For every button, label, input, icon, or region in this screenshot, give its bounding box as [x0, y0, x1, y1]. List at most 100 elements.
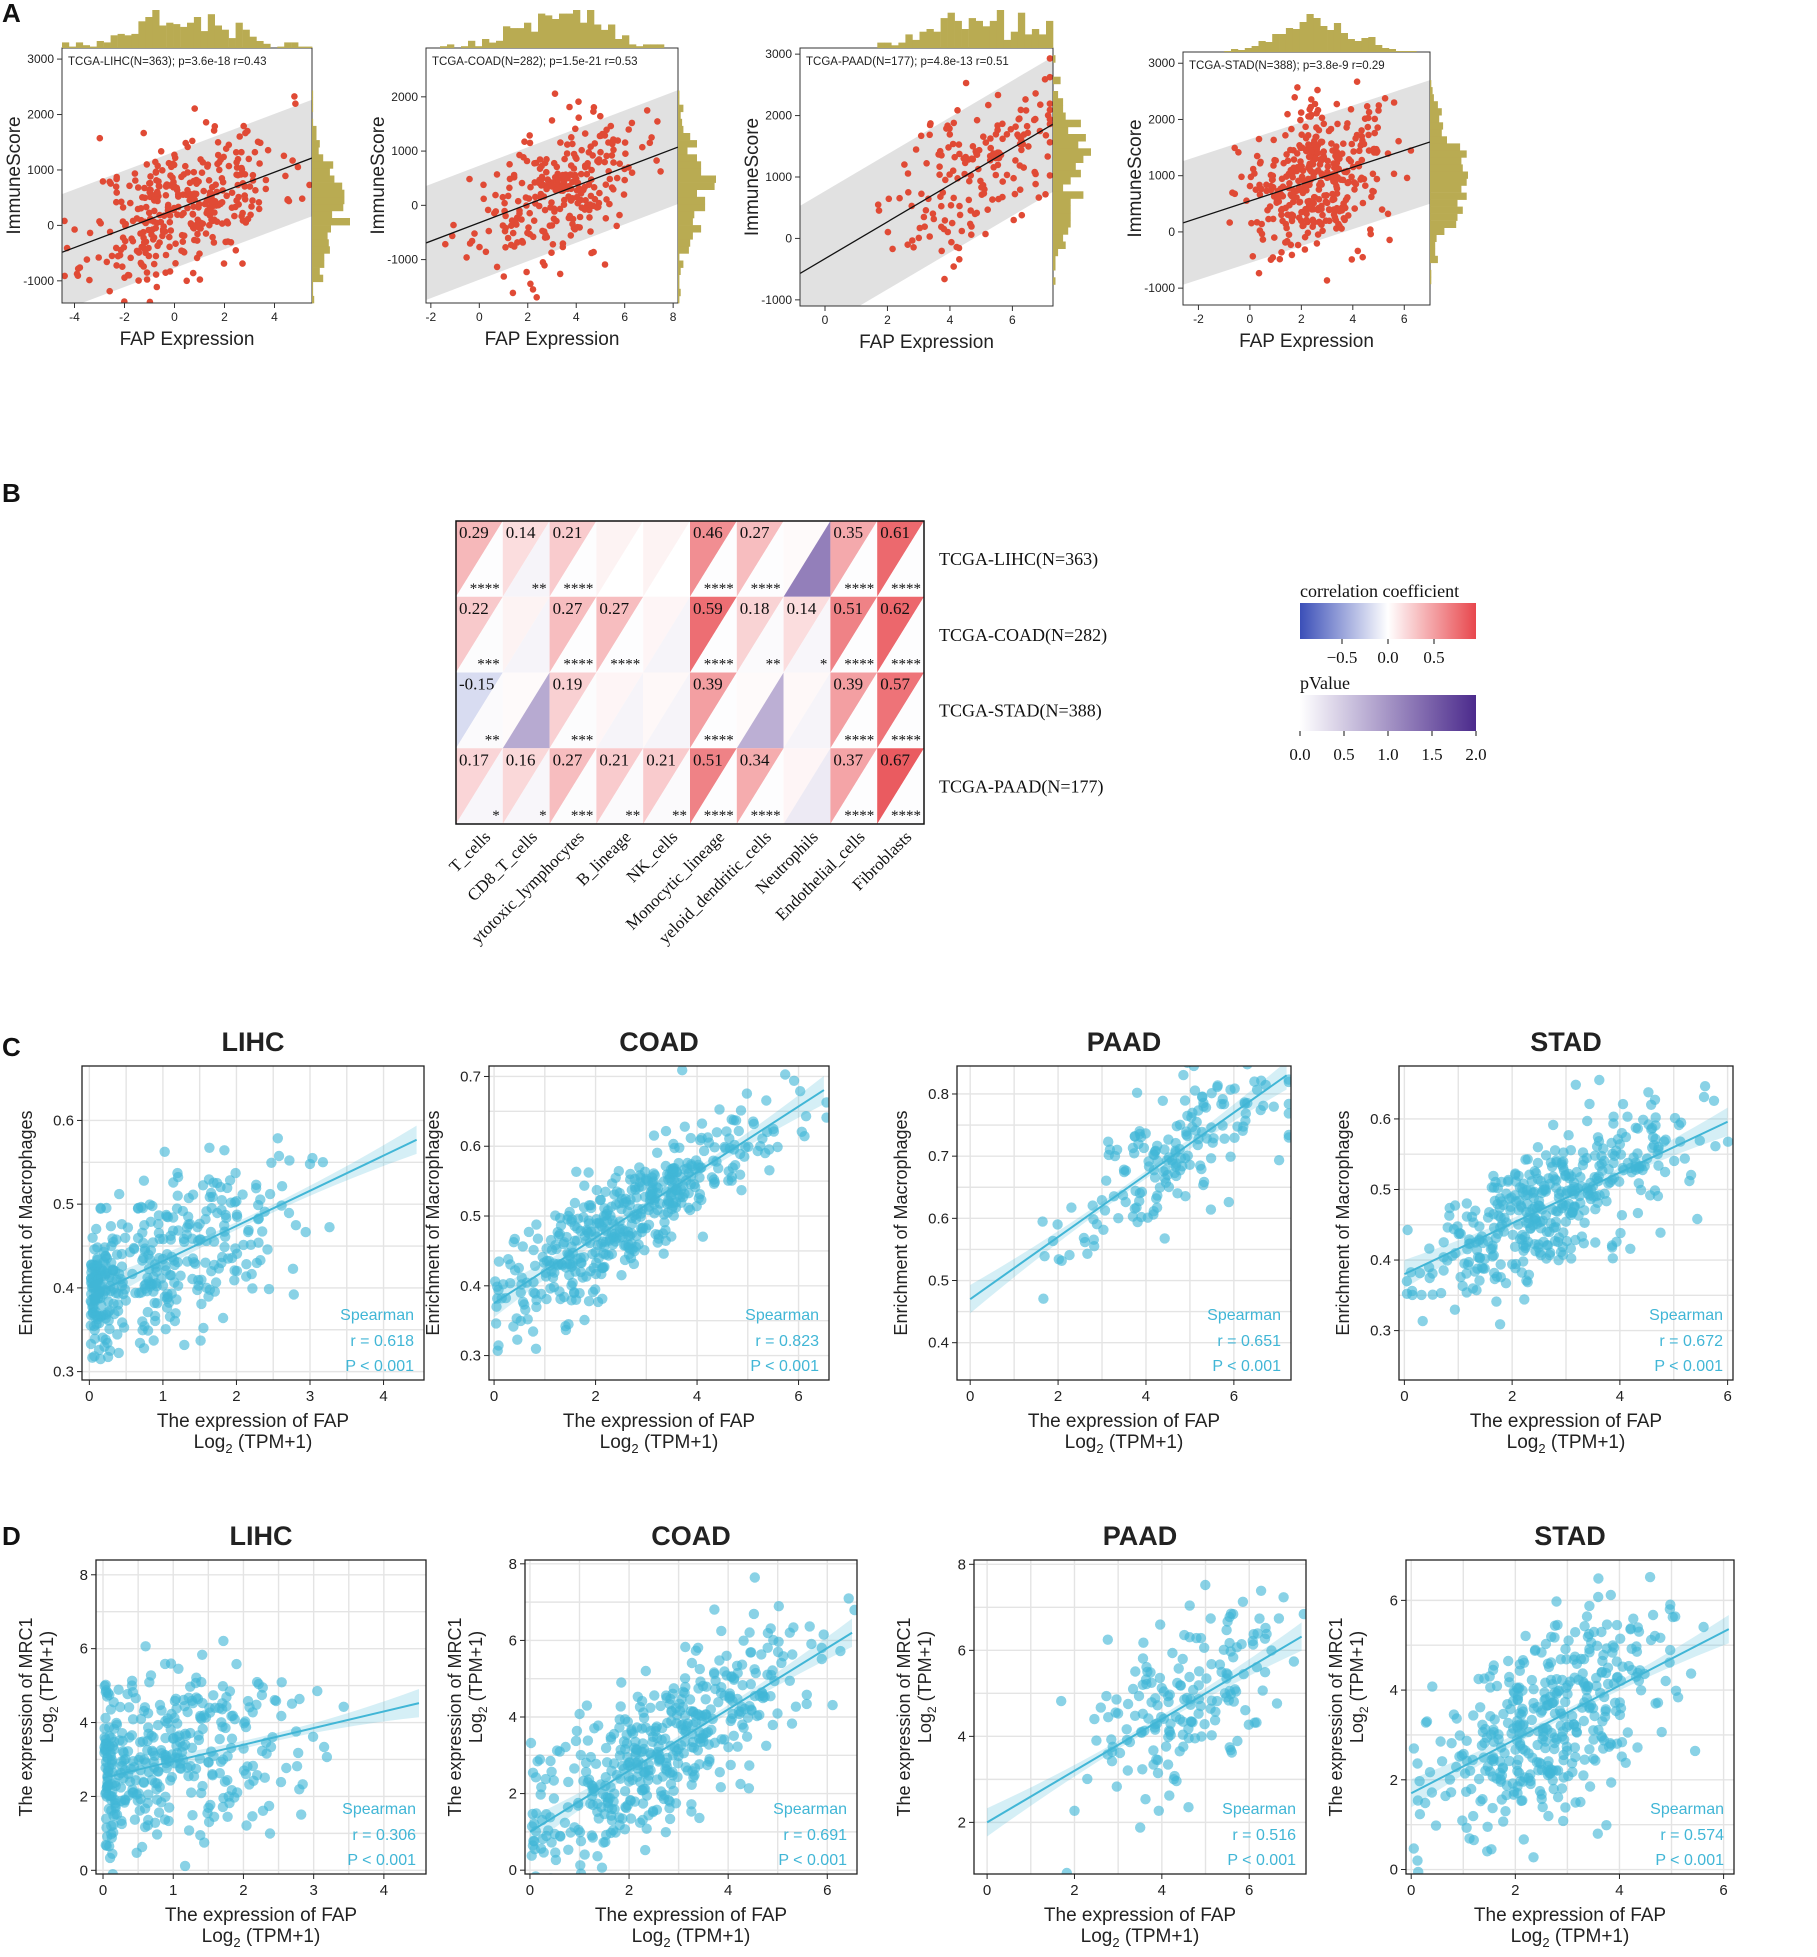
- data-point: [518, 179, 526, 187]
- data-point: [929, 210, 937, 217]
- x-tick-label: 3: [306, 1388, 314, 1405]
- y-axis-label: Enrichment of Macrophages: [891, 1110, 911, 1335]
- data-point: [1560, 1802, 1571, 1813]
- histogram-bar-x: [1010, 31, 1019, 48]
- data-point: [1408, 1743, 1420, 1754]
- data-point: [172, 240, 179, 247]
- data-point: [1295, 177, 1302, 185]
- data-point: [1249, 1076, 1260, 1087]
- data-point: [686, 1657, 698, 1669]
- data-point: [1320, 148, 1327, 155]
- data-point: [172, 1171, 184, 1183]
- data-point: [680, 1641, 691, 1653]
- data-point: [173, 1663, 184, 1675]
- correlation-value: 0.46: [693, 523, 723, 542]
- data-point: [191, 105, 198, 112]
- histogram-bar-x: [503, 26, 511, 48]
- histogram-bar-x: [573, 10, 581, 48]
- data-point: [1407, 1289, 1418, 1301]
- data-point: [540, 1773, 551, 1785]
- data-point: [199, 220, 207, 227]
- significance-stars: *: [492, 808, 500, 824]
- significance-stars: ****: [704, 657, 734, 673]
- histogram-bar-x: [228, 38, 236, 48]
- data-point: [662, 1717, 673, 1729]
- data-point: [1365, 147, 1373, 154]
- y-tick-label: 8: [509, 1556, 517, 1573]
- data-point: [169, 182, 176, 190]
- data-point: [1446, 1738, 1457, 1749]
- data-point: [253, 1237, 264, 1248]
- heatmap-cell-pvalue: [643, 672, 690, 749]
- data-point: [1584, 1098, 1595, 1110]
- data-point: [1264, 206, 1271, 214]
- data-point: [1710, 1141, 1721, 1152]
- data-point: [530, 1772, 542, 1783]
- data-point: [1231, 144, 1238, 152]
- heatmap-cell-pvalue: [736, 672, 784, 749]
- histogram-bar-y: [678, 281, 680, 290]
- histogram-bar-x: [657, 44, 665, 48]
- data-point: [528, 1244, 539, 1256]
- data-point: [613, 1165, 624, 1177]
- data-point: [569, 1763, 580, 1774]
- data-point: [154, 242, 161, 250]
- data-point: [1646, 1099, 1657, 1111]
- data-point: [509, 1233, 520, 1245]
- significance-stars: ****: [891, 657, 921, 673]
- data-point: [546, 1766, 557, 1778]
- correlation-value: 0.27: [599, 599, 629, 618]
- units-log: Log: [466, 1713, 486, 1743]
- stat-p-value: P < 0.001: [347, 1852, 416, 1869]
- data-point: [537, 190, 545, 198]
- histogram-bar-y: [312, 168, 330, 176]
- stat-r-value: r = 0.651: [1217, 1333, 1281, 1350]
- data-point: [1722, 1136, 1733, 1147]
- data-point: [965, 196, 973, 204]
- data-point: [728, 1730, 739, 1742]
- data-point: [154, 189, 161, 197]
- data-point: [227, 1710, 239, 1721]
- data-point: [1293, 150, 1301, 157]
- heatmap-cell-pvalue: [690, 748, 737, 824]
- data-point: [198, 169, 206, 176]
- data-point: [559, 240, 567, 247]
- histogram-bar-x: [1409, 51, 1417, 52]
- data-point: [1197, 1091, 1208, 1102]
- data-point: [620, 1193, 631, 1205]
- data-point: [134, 1337, 146, 1349]
- data-point: [100, 1250, 111, 1262]
- data-point: [980, 133, 987, 140]
- data-point: [1424, 1767, 1436, 1778]
- data-point: [234, 155, 242, 163]
- data-point: [1390, 170, 1398, 178]
- histogram-bar-y: [312, 281, 314, 290]
- heatmap-cell-pvalue: [502, 748, 550, 824]
- data-point: [212, 181, 219, 188]
- heatmap-cell-pvalue: [877, 596, 924, 673]
- y-axis-label-units: Log2 (TPM+1): [466, 1631, 490, 1743]
- data-point: [1042, 191, 1049, 198]
- data-point: [520, 154, 527, 161]
- data-point: [521, 138, 528, 145]
- data-point: [545, 1755, 556, 1767]
- data-point: [539, 1876, 549, 1886]
- data-point: [155, 178, 162, 185]
- data-point: [806, 1638, 817, 1650]
- y-tick-label: 4: [958, 1728, 966, 1745]
- data-point: [968, 231, 975, 238]
- histogram-bar-y: [312, 225, 331, 233]
- heatmap-cell-pvalue: [877, 748, 924, 824]
- data-point: [955, 244, 963, 252]
- histogram-bar-x: [898, 42, 906, 48]
- heatmap-cell-correlation: [690, 521, 737, 597]
- data-point: [1290, 191, 1297, 198]
- legend-p-tick: 2.0: [1465, 745, 1486, 764]
- data-point: [1370, 149, 1378, 156]
- data-point: [1095, 1702, 1107, 1713]
- data-point: [1046, 172, 1053, 179]
- histogram-bar-y: [1053, 227, 1069, 235]
- data-point: [255, 1194, 266, 1205]
- data-point: [1056, 1255, 1067, 1267]
- data-point: [257, 1805, 269, 1817]
